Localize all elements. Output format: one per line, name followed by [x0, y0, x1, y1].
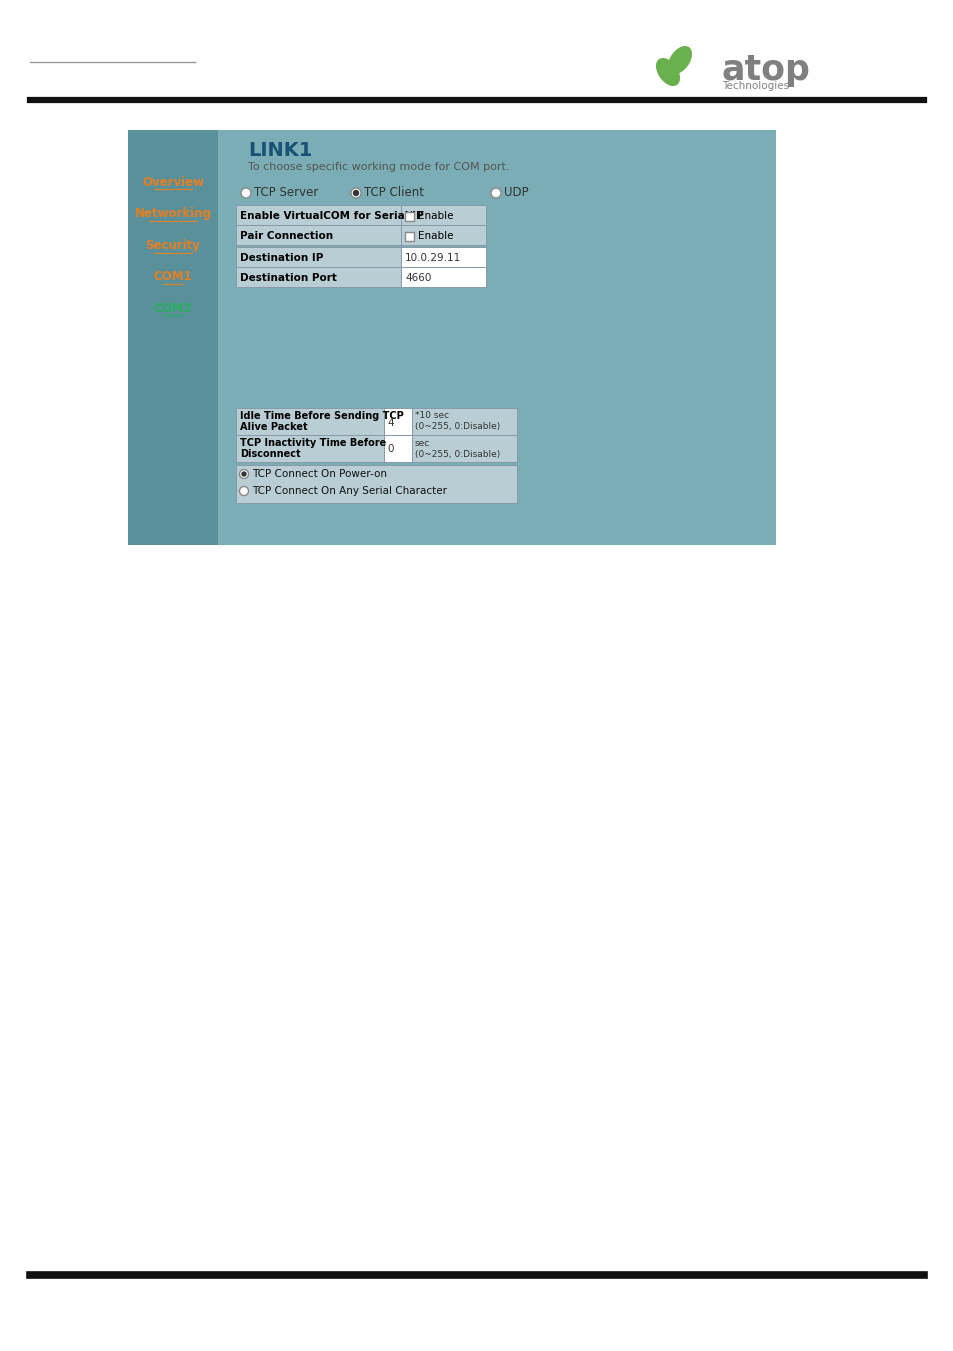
Text: Destination Port: Destination Port — [240, 273, 336, 282]
Text: Technologies: Technologies — [721, 81, 788, 91]
FancyBboxPatch shape — [128, 130, 775, 544]
FancyBboxPatch shape — [235, 267, 400, 286]
FancyBboxPatch shape — [235, 435, 384, 462]
Text: atop: atop — [721, 53, 810, 86]
Text: Overview: Overview — [142, 176, 204, 189]
FancyBboxPatch shape — [235, 465, 517, 503]
FancyBboxPatch shape — [405, 232, 414, 240]
Text: Alive Packet: Alive Packet — [240, 422, 307, 432]
Text: 10.0.29.11: 10.0.29.11 — [405, 253, 460, 263]
FancyBboxPatch shape — [384, 408, 412, 435]
Text: Pair Connection: Pair Connection — [240, 231, 333, 240]
FancyBboxPatch shape — [384, 435, 412, 462]
Circle shape — [354, 190, 358, 196]
Text: 0: 0 — [387, 444, 393, 454]
FancyBboxPatch shape — [405, 212, 414, 222]
Text: Disconnect: Disconnect — [240, 449, 300, 459]
Text: *10 sec: *10 sec — [415, 412, 449, 420]
Text: (0~255, 0:Disable): (0~255, 0:Disable) — [415, 423, 499, 431]
Text: Enable: Enable — [417, 231, 453, 240]
Text: LINK1: LINK1 — [248, 141, 312, 159]
FancyBboxPatch shape — [412, 408, 517, 435]
Text: TCP Client: TCP Client — [364, 186, 423, 200]
FancyBboxPatch shape — [400, 226, 485, 245]
Text: sec: sec — [415, 439, 430, 447]
Circle shape — [241, 188, 251, 199]
Circle shape — [239, 470, 248, 478]
Text: Enable: Enable — [417, 211, 453, 222]
FancyBboxPatch shape — [235, 247, 400, 267]
Text: Enable VirtualCOM for Serial/IP: Enable VirtualCOM for Serial/IP — [240, 211, 423, 222]
Text: 4: 4 — [387, 417, 394, 427]
FancyBboxPatch shape — [235, 226, 400, 245]
Circle shape — [351, 188, 360, 199]
FancyBboxPatch shape — [235, 408, 384, 435]
Text: UDP: UDP — [503, 186, 528, 200]
Text: Destination IP: Destination IP — [240, 253, 323, 263]
Text: COM2: COM2 — [153, 301, 193, 315]
Text: Idle Time Before Sending TCP: Idle Time Before Sending TCP — [240, 411, 403, 422]
Text: TCP Inactivity Time Before: TCP Inactivity Time Before — [240, 438, 386, 449]
Text: Security: Security — [146, 239, 200, 253]
Text: Networking: Networking — [134, 208, 212, 220]
FancyBboxPatch shape — [400, 205, 485, 226]
Circle shape — [242, 471, 246, 476]
FancyBboxPatch shape — [412, 435, 517, 462]
FancyBboxPatch shape — [128, 130, 218, 544]
Circle shape — [239, 486, 248, 496]
Ellipse shape — [668, 47, 691, 73]
Ellipse shape — [656, 58, 679, 85]
Text: (0~255, 0:Disable): (0~255, 0:Disable) — [415, 450, 499, 458]
FancyBboxPatch shape — [235, 205, 400, 226]
Text: 4660: 4660 — [405, 273, 431, 282]
Text: COM1: COM1 — [153, 270, 193, 284]
Text: TCP Connect On Any Serial Character: TCP Connect On Any Serial Character — [252, 486, 447, 496]
Circle shape — [491, 188, 500, 199]
Text: TCP Connect On Power-on: TCP Connect On Power-on — [252, 469, 387, 480]
FancyBboxPatch shape — [400, 267, 485, 286]
FancyBboxPatch shape — [400, 247, 485, 267]
Text: TCP Server: TCP Server — [253, 186, 318, 200]
Text: To choose specific working mode for COM port.: To choose specific working mode for COM … — [248, 162, 509, 172]
